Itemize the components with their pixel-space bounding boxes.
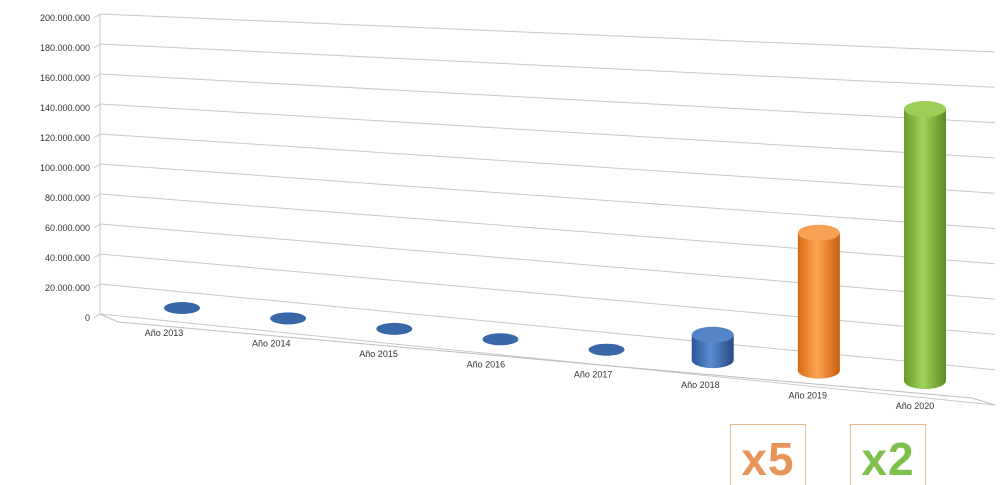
y-tick-label: 100.000.000 <box>40 163 90 173</box>
bar-top <box>797 224 840 241</box>
bar <box>588 343 625 356</box>
bar-top <box>904 100 946 117</box>
y-tick-label: 60.000.000 <box>45 223 90 233</box>
bar-disc <box>376 322 413 335</box>
x-axis-ticks: Año 2013 Año 2014 Año 2015 Año 2016 Año 2017… <box>145 328 935 411</box>
x-tick-label: Año 2014 <box>252 338 291 348</box>
wall-gridline <box>93 43 101 49</box>
multiplier-label: x2 <box>861 433 915 485</box>
bar <box>164 302 200 314</box>
x-tick-label: Año 2016 <box>467 359 506 369</box>
y-axis-ticks: 0 20.000.000 40.000.000 60.000.000 80.000.00… <box>40 13 90 323</box>
multiplier-x2: x2 <box>850 424 926 485</box>
wall-gridline <box>93 103 101 109</box>
bar-body <box>797 232 840 371</box>
bar <box>691 326 734 369</box>
bar <box>482 333 519 346</box>
gridline <box>99 163 996 229</box>
gridline <box>99 13 996 53</box>
wall-gridline <box>93 193 101 199</box>
wall-gridline <box>93 163 101 169</box>
wall-gridline <box>93 313 101 319</box>
y-tick-label: 40.000.000 <box>45 253 90 263</box>
multiplier-label: x5 <box>741 433 795 485</box>
y-tick-label: 180.000.000 <box>40 43 90 53</box>
gridline <box>99 223 996 300</box>
multiplier-x5: x5 <box>730 424 806 485</box>
bar <box>376 322 413 335</box>
gridline <box>99 193 996 265</box>
x-tick-label: Año 2018 <box>681 380 720 390</box>
bars <box>164 100 946 389</box>
wall-gridline <box>93 253 101 259</box>
wall-gridline <box>93 73 101 79</box>
y-tick-label: 160.000.000 <box>40 73 90 83</box>
gridline <box>99 43 996 88</box>
bar-disc <box>270 312 307 325</box>
wall-gridline <box>93 133 101 139</box>
gridlines <box>93 13 996 406</box>
y-tick-label: 80.000.000 <box>45 193 90 203</box>
bar-top <box>691 326 734 343</box>
gridline <box>99 313 996 406</box>
floor-outline <box>99 313 996 406</box>
bar <box>797 224 840 379</box>
wall-gridline <box>93 283 101 289</box>
gridline <box>99 73 996 124</box>
y-tick-label: 140.000.000 <box>40 103 90 113</box>
wall-gridline <box>93 13 101 19</box>
bar-disc <box>164 302 200 314</box>
x-tick-label: Año 2017 <box>574 370 613 380</box>
gridline <box>99 283 996 371</box>
gridline <box>99 103 996 159</box>
y-tick-label: 0 <box>85 313 90 323</box>
gridline <box>99 253 996 335</box>
bar-body <box>904 108 946 381</box>
bar <box>270 312 307 325</box>
x-tick-label: Año 2020 <box>896 401 935 411</box>
x-tick-label: Año 2015 <box>359 349 398 359</box>
y-tick-label: 120.000.000 <box>40 133 90 143</box>
bar-disc <box>588 343 625 356</box>
wall-gridline <box>93 223 101 229</box>
bar-disc <box>482 333 519 346</box>
gridline <box>99 133 996 194</box>
x-tick-label: Año 2019 <box>788 391 827 401</box>
x-tick-label: Año 2013 <box>145 328 184 338</box>
y-tick-label: 20.000.000 <box>45 283 90 293</box>
bar <box>904 100 946 389</box>
y-tick-label: 200.000.000 <box>40 13 90 23</box>
